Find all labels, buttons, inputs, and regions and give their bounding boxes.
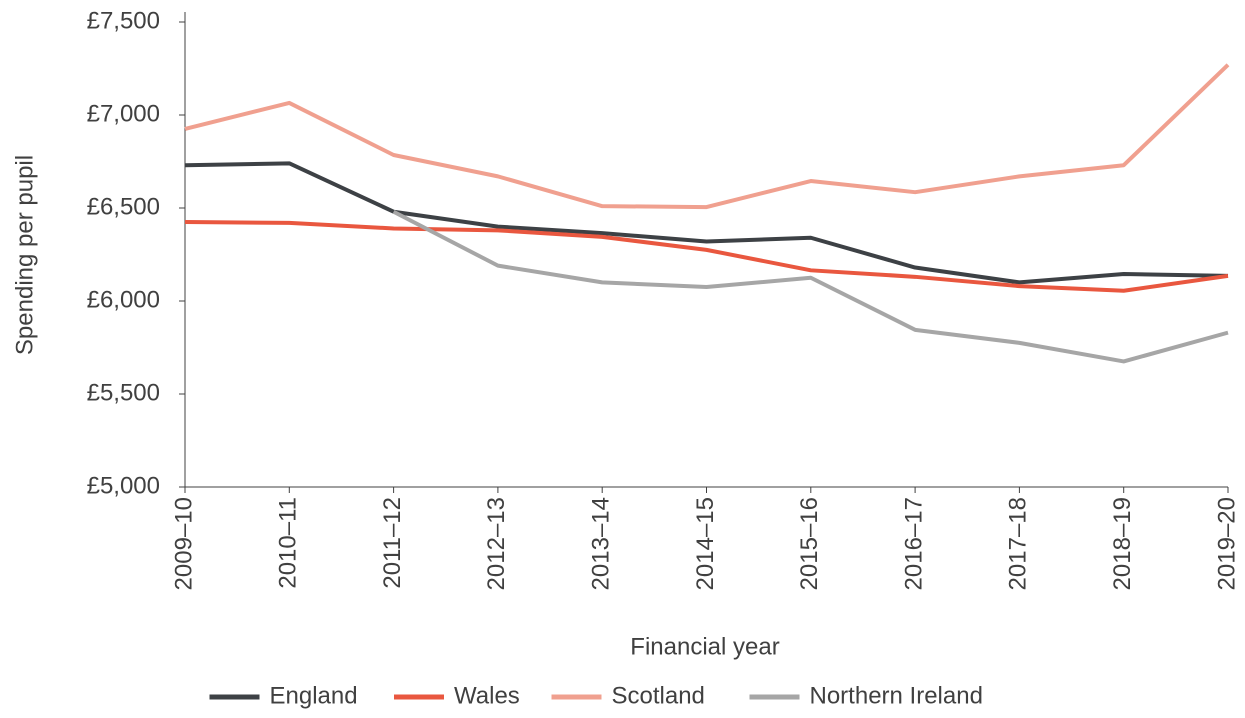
x-tick-label: 2019–20 — [1213, 497, 1240, 590]
series-line — [184, 63, 1230, 210]
series-line — [184, 161, 1229, 285]
y-tick-label: £5,500 — [87, 379, 160, 406]
y-tick-label: £5,000 — [87, 472, 160, 499]
x-tick-label: 2014–15 — [692, 497, 719, 590]
legend-label: Wales — [454, 682, 520, 709]
x-tick-label: 2017–18 — [1005, 497, 1032, 590]
x-tick-label: 2012–13 — [483, 497, 510, 590]
y-tick-label: £6,000 — [87, 286, 160, 313]
x-axis-title: Financial year — [630, 633, 779, 660]
legend-label: Northern Ireland — [810, 682, 983, 709]
x-tick-label: 2010–11 — [275, 497, 302, 589]
x-tick-label: 2011–12 — [379, 497, 406, 589]
y-tick-label: £6,500 — [87, 193, 160, 220]
x-tick-label: 2016–17 — [900, 497, 927, 590]
y-tick-label: £7,000 — [87, 100, 160, 127]
series-line — [184, 219, 1229, 293]
legend-label: Scotland — [612, 682, 705, 709]
x-tick-label: 2015–16 — [796, 497, 823, 590]
series-line — [392, 209, 1229, 364]
x-tick-label: 2018–19 — [1109, 497, 1136, 590]
x-tick-label: 2009–10 — [170, 497, 197, 590]
y-tick-label: £7,500 — [87, 7, 160, 34]
y-axis-title: Spending per pupil — [11, 155, 38, 355]
x-tick-label: 2013–14 — [588, 497, 615, 590]
legend-label: England — [270, 682, 358, 709]
